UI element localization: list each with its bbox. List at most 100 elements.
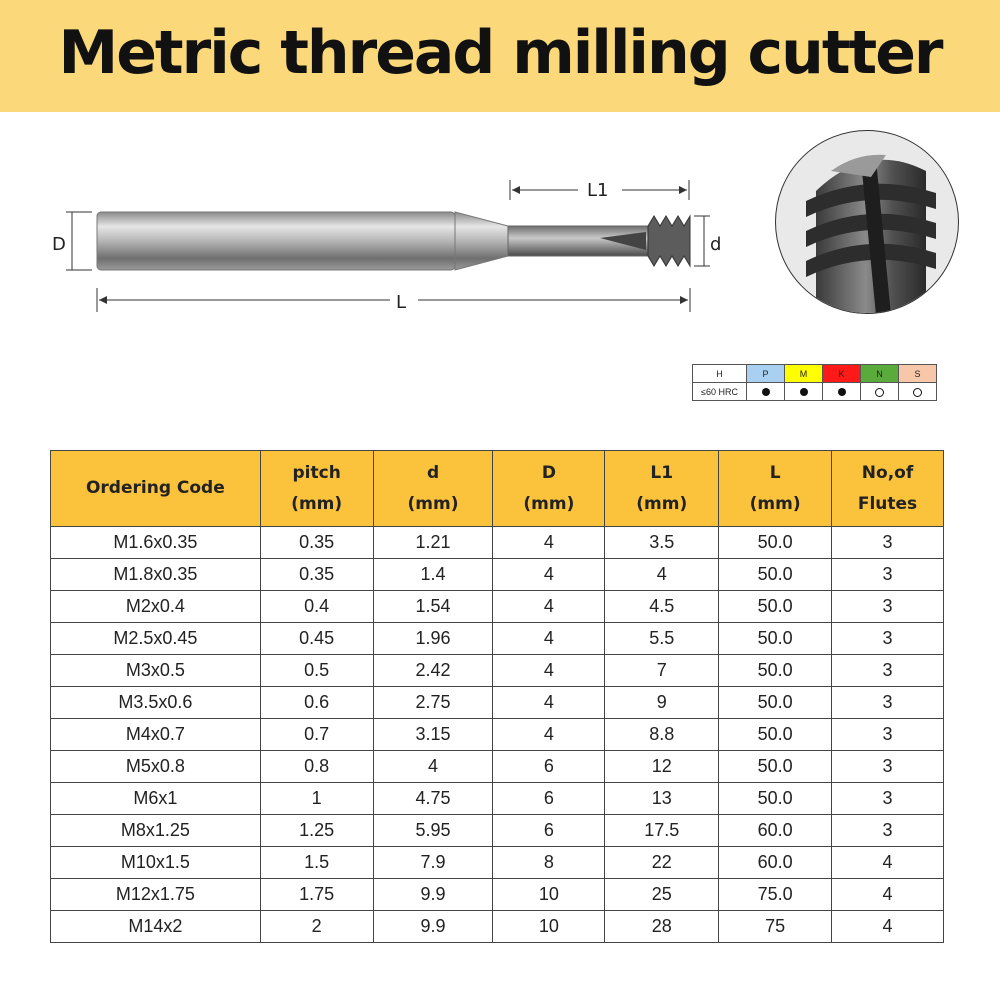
cell-flutes: 3	[831, 814, 944, 847]
page-title: Metric thread milling cutter	[58, 18, 944, 88]
cell-pitch: 2	[259, 910, 374, 943]
table-row: M2x0.4 0.4 1.54 4 4.5 50.0 3	[50, 590, 944, 623]
table-row: M5x0.8 0.8 4 6 12 50.0 3	[50, 750, 944, 783]
cell-flutes: 3	[831, 718, 944, 751]
table-row: M4x0.7 0.7 3.15 4 8.8 50.0 3	[50, 718, 944, 751]
material-cell-H: H	[692, 364, 747, 383]
flute-shape	[600, 232, 646, 250]
cell-flutes: 3	[831, 686, 944, 719]
cell-flutes: 3	[831, 750, 944, 783]
suitability-P	[746, 382, 785, 401]
material-cell-M: M	[784, 364, 823, 383]
material-hardness-table: H P M K N S ≤60 HRC	[692, 364, 937, 401]
cell-L: 50.0	[718, 622, 833, 655]
cell-L: 50.0	[718, 558, 833, 591]
table-row: M3x0.5 0.5 2.42 4 7 50.0 3	[50, 654, 944, 687]
cell-ordering-code: M2.5x0.45	[50, 622, 261, 655]
cell-pitch: 0.35	[259, 558, 374, 591]
cell-pitch: 1	[259, 782, 374, 815]
cell-d: 4.75	[372, 782, 494, 815]
cell-d: 1.96	[372, 622, 494, 655]
cell-d: 2.42	[372, 654, 494, 687]
cell-ordering-code: M12x1.75	[50, 878, 261, 911]
filled-dot-icon	[761, 388, 770, 397]
table-row: M8x1.25 1.25 5.95 6 17.5 60.0 3	[50, 814, 944, 847]
header-D: D (mm)	[492, 450, 606, 527]
cell-pitch: 0.4	[259, 590, 374, 623]
cell-d: 3.15	[372, 718, 494, 751]
cell-flutes: 4	[831, 846, 944, 879]
thread-teeth-shape	[647, 214, 691, 268]
material-cell-N: N	[860, 364, 899, 383]
cell-ordering-code: M14x2	[50, 910, 261, 943]
cell-ordering-code: M6x1	[50, 782, 261, 815]
cell-ordering-code: M3.5x0.6	[50, 686, 261, 719]
cell-pitch: 0.5	[259, 654, 374, 687]
cell-L: 60.0	[718, 814, 833, 847]
cell-D: 4	[492, 622, 606, 655]
header-d: d (mm)	[372, 450, 494, 527]
filled-dot-icon	[837, 388, 846, 397]
table-row: M10x1.5 1.5 7.9 8 22 60.0 4	[50, 846, 944, 879]
cell-L: 50.0	[718, 782, 833, 815]
cell-d: 2.75	[372, 686, 494, 719]
cell-L: 50.0	[718, 750, 833, 783]
cell-L: 50.0	[718, 686, 833, 719]
header-L1: L1 (mm)	[604, 450, 720, 527]
cell-pitch: 0.35	[259, 526, 374, 559]
cell-d: 7.9	[372, 846, 494, 879]
material-cell-P: P	[746, 364, 785, 383]
cell-d: 1.4	[372, 558, 494, 591]
table-row: M3.5x0.6 0.6 2.75 4 9 50.0 3	[50, 686, 944, 719]
header-L: L (mm)	[718, 450, 833, 527]
cell-pitch: 0.8	[259, 750, 374, 783]
cell-pitch: 1.25	[259, 814, 374, 847]
cell-ordering-code: M10x1.5	[50, 846, 261, 879]
header-flutes: No,of Flutes	[831, 450, 944, 527]
suitability-K	[822, 382, 861, 401]
cell-pitch: 0.45	[259, 622, 374, 655]
suitability-M	[784, 382, 823, 401]
cell-D: 4	[492, 526, 606, 559]
cell-d: 9.9	[372, 878, 494, 911]
cutter-tip-closeup-image	[775, 130, 959, 314]
material-cell-S: S	[898, 364, 937, 383]
title-banner: Metric thread milling cutter	[0, 0, 1000, 112]
cell-pitch: 0.7	[259, 718, 374, 751]
cell-d: 4	[372, 750, 494, 783]
taper-shape	[454, 211, 509, 271]
header-pitch: pitch (mm)	[259, 450, 374, 527]
cell-L: 75	[718, 910, 833, 943]
outline-circle-icon	[875, 387, 884, 397]
table-row: M1.6x0.35 0.35 1.21 4 3.5 50.0 3	[50, 526, 944, 559]
cell-d: 9.9	[372, 910, 494, 943]
hardness-label: ≤60 HRC	[692, 382, 747, 401]
spec-table-body: M1.6x0.35 0.35 1.21 4 3.5 50.0 3 M1.8x0.35 0.35 1…	[50, 526, 944, 943]
cell-L1: 9	[604, 686, 720, 719]
cell-L: 50.0	[718, 526, 833, 559]
cell-flutes: 3	[831, 622, 944, 655]
cell-L1: 25	[604, 878, 720, 911]
suitability-N	[860, 382, 899, 401]
cell-D: 6	[492, 782, 606, 815]
outline-circle-icon	[913, 387, 922, 397]
cell-flutes: 4	[831, 878, 944, 911]
dim-label-d: d	[710, 234, 721, 255]
cell-L1: 28	[604, 910, 720, 943]
cell-flutes: 3	[831, 782, 944, 815]
material-cell-K: K	[822, 364, 861, 383]
cutter-dimension-drawing: D d L1 L	[40, 160, 740, 330]
cell-D: 4	[492, 686, 606, 719]
cell-L: 60.0	[718, 846, 833, 879]
cell-L: 50.0	[718, 718, 833, 751]
cell-L1: 5.5	[604, 622, 720, 655]
suitability-S	[898, 382, 937, 401]
header-ordering-code: Ordering Code	[50, 450, 261, 527]
cell-D: 4	[492, 654, 606, 687]
shank-shape	[96, 211, 456, 271]
cell-d: 1.21	[372, 526, 494, 559]
cell-D: 8	[492, 846, 606, 879]
cell-D: 4	[492, 590, 606, 623]
cell-L1: 4.5	[604, 590, 720, 623]
cell-D: 10	[492, 910, 606, 943]
